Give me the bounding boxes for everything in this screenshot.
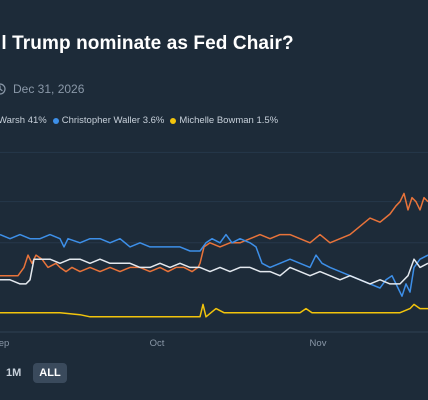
- end-date-row: Dec 31, 2026: [0, 82, 84, 96]
- legend: Warsh 41% Christopher Waller 3.6% Michel…: [0, 115, 278, 126]
- range-all-button[interactable]: ALL: [33, 363, 67, 383]
- series-line-3: [0, 303, 428, 318]
- x-tick-label: Nov: [310, 338, 327, 349]
- x-tick-label: Oct: [150, 338, 165, 349]
- legend-item-warsh: Warsh 41%: [0, 115, 47, 126]
- clock-icon: [0, 83, 6, 95]
- legend-item-waller: Christopher Waller 3.6%: [52, 115, 165, 126]
- x-tick-label: ep: [0, 338, 9, 349]
- page-title: ll Trump nominate as Fed Chair?: [0, 33, 294, 54]
- time-range-selector: 1M ALL: [0, 363, 67, 383]
- legend-label-bowman: Michelle Bowman 1.5%: [179, 115, 279, 126]
- legend-dot-bowman: [170, 117, 177, 124]
- series-line-1: [0, 233, 428, 297]
- legend-item-bowman: Michelle Bowman 1.5%: [170, 115, 278, 126]
- legend-dot-waller: [52, 117, 59, 124]
- line-chart: ep Oct Nov: [0, 151, 428, 349]
- series-line-0: [0, 192, 428, 277]
- series-line-2: [0, 258, 428, 285]
- legend-label-waller: Christopher Waller 3.6%: [61, 115, 165, 126]
- end-date: Dec 31, 2026: [13, 82, 85, 96]
- legend-label-warsh: Warsh 41%: [0, 115, 47, 126]
- range-1m-button[interactable]: 1M: [6, 367, 22, 379]
